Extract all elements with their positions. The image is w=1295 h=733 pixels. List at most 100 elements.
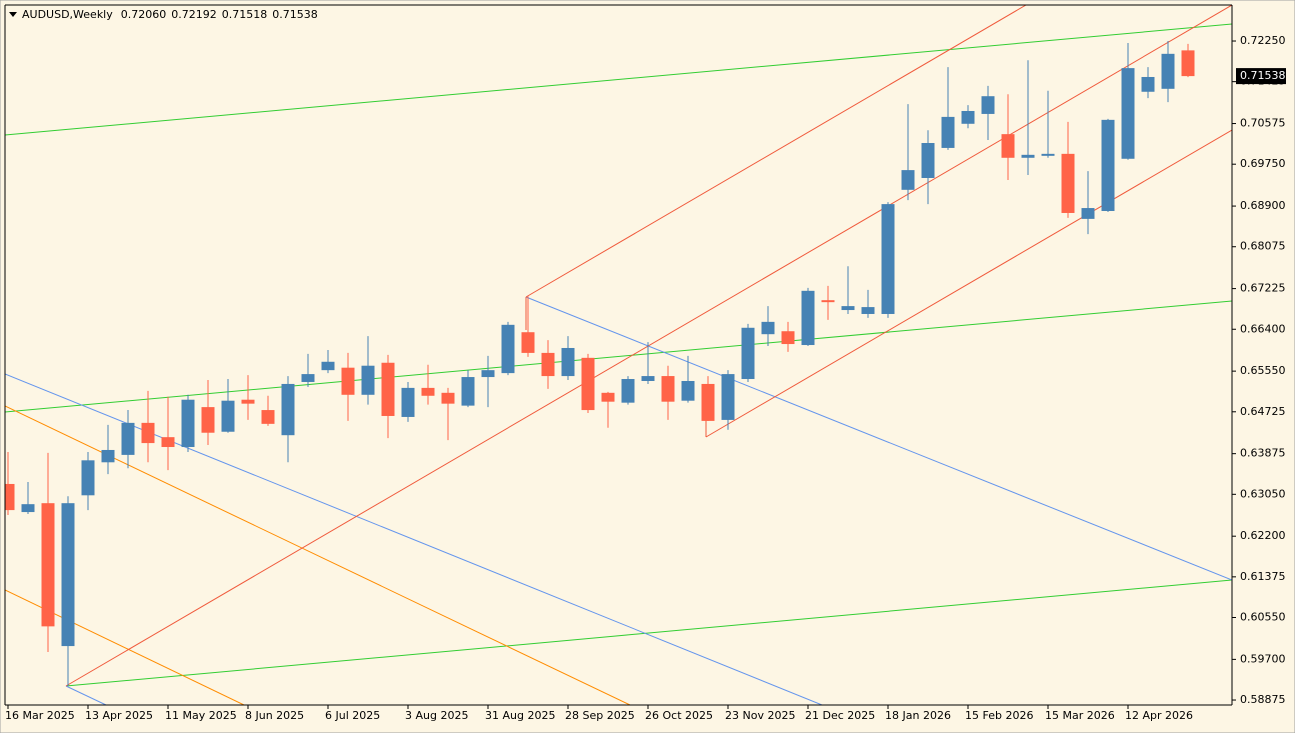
candle-body	[1181, 50, 1195, 77]
candle-body	[441, 392, 455, 404]
x-tick-label: 16 Mar 2025	[5, 709, 75, 722]
candle-body	[281, 383, 295, 436]
x-tick-label: 12 Apr 2026	[1125, 709, 1193, 722]
channel-line	[525, 5, 1027, 298]
candle-body	[201, 407, 215, 433]
candle-body	[1041, 153, 1055, 156]
candle-body	[1081, 208, 1095, 219]
candle-body	[841, 306, 855, 311]
candle-body	[101, 449, 115, 463]
x-tick-label: 11 May 2025	[165, 709, 237, 722]
candle-body	[361, 365, 375, 395]
y-tick-label: 0.59700	[1240, 652, 1286, 665]
candle-body	[1161, 53, 1175, 89]
candles	[5, 41, 1195, 686]
candle-body	[641, 376, 655, 381]
candle-body	[541, 352, 555, 377]
price-tag: 0.71538	[1236, 68, 1286, 85]
x-tick-label: 23 Nov 2025	[725, 709, 795, 722]
candle-body	[981, 96, 995, 114]
low-label: 0.71518	[222, 8, 268, 21]
trend-line	[5, 373, 823, 705]
candle-body	[221, 400, 235, 432]
x-tick-label: 31 Aug 2025	[485, 709, 555, 722]
x-tick-label: 8 Jun 2025	[245, 709, 304, 722]
y-tick-label: 0.58875	[1240, 693, 1286, 706]
candle-body	[241, 399, 255, 404]
x-tick-label: 28 Sep 2025	[565, 709, 635, 722]
candle-body	[521, 332, 535, 353]
candle-body	[1121, 68, 1135, 159]
candle-body	[381, 362, 395, 416]
y-tick-label: 0.63050	[1240, 487, 1286, 500]
x-tick-label: 15 Mar 2026	[1045, 709, 1115, 722]
candle-body	[421, 387, 435, 396]
x-tick-label: 15 Feb 2026	[965, 709, 1033, 722]
candle-body	[701, 383, 715, 421]
candle-body	[1021, 154, 1035, 158]
candle-body	[601, 392, 615, 402]
candle-body	[781, 331, 795, 345]
x-tick-label: 26 Oct 2025	[645, 709, 713, 722]
y-tick-label: 0.62200	[1240, 529, 1286, 542]
candle-body	[341, 367, 355, 395]
candle-body	[1141, 76, 1155, 92]
candle-body	[941, 116, 955, 148]
y-tick-label: 0.68075	[1240, 240, 1286, 253]
y-tick-label: 0.69750	[1240, 157, 1286, 170]
y-tick-label: 0.63875	[1240, 447, 1286, 460]
candle-body	[861, 307, 875, 314]
chart-header: AUDUSD,Weekly 0.72060 0.72192 0.71518 0.7153…	[22, 8, 318, 21]
trend-line	[65, 685, 107, 705]
y-tick-label: 0.60550	[1240, 610, 1286, 623]
candle-body	[561, 347, 575, 377]
close-label: 0.71538	[272, 8, 318, 21]
candle-body	[821, 300, 835, 303]
price-tag-label: 0.71538	[1240, 69, 1286, 82]
trend-line	[525, 296, 1232, 581]
channel-line	[65, 5, 1232, 687]
y-tick-label: 0.67225	[1240, 282, 1286, 295]
candle-body	[901, 170, 915, 190]
candle-body	[301, 374, 315, 382]
candle-body	[21, 504, 35, 513]
x-tick-label: 3 Aug 2025	[405, 709, 468, 722]
candle-body	[1061, 153, 1075, 213]
x-tick-label: 21 Dec 2025	[805, 709, 875, 722]
x-tick-label: 18 Jan 2026	[885, 709, 951, 722]
candle-body	[401, 387, 415, 417]
candle-body	[1101, 119, 1115, 212]
x-tick-label: 6 Jul 2025	[325, 709, 380, 722]
candle-body	[1001, 134, 1015, 158]
trend-line	[65, 579, 1232, 687]
candle-body	[741, 327, 755, 380]
price-tag-box	[1236, 68, 1286, 85]
candle-body	[141, 422, 155, 444]
y-tick-label: 0.70575	[1240, 117, 1286, 130]
candle-body	[161, 437, 175, 448]
candle-body	[81, 460, 95, 496]
candle-body	[761, 321, 775, 335]
candle-body	[721, 374, 735, 420]
candle-body	[5, 483, 15, 511]
candle-body	[621, 379, 635, 403]
menu-icon[interactable]	[9, 12, 17, 17]
candle-body	[881, 204, 895, 314]
y-tick-label: 0.66400	[1240, 322, 1286, 335]
y-tick-label: 0.68900	[1240, 199, 1286, 212]
candle-body	[921, 143, 935, 178]
candle-body	[481, 370, 495, 378]
candle-body	[801, 290, 815, 346]
candle-body	[961, 110, 975, 124]
trend-line	[5, 23, 1232, 136]
high-label: 0.72192	[171, 8, 217, 21]
open-label: 0.72060	[121, 8, 167, 21]
x-tick-label: 13 Apr 2025	[85, 709, 153, 722]
candle-body	[41, 503, 55, 627]
candle-body	[581, 357, 595, 411]
symbol: AUDUSD,Weekly	[22, 8, 113, 21]
trend-line	[5, 300, 1232, 413]
candle-body	[181, 399, 195, 448]
y-tick-label: 0.72250	[1240, 34, 1286, 47]
